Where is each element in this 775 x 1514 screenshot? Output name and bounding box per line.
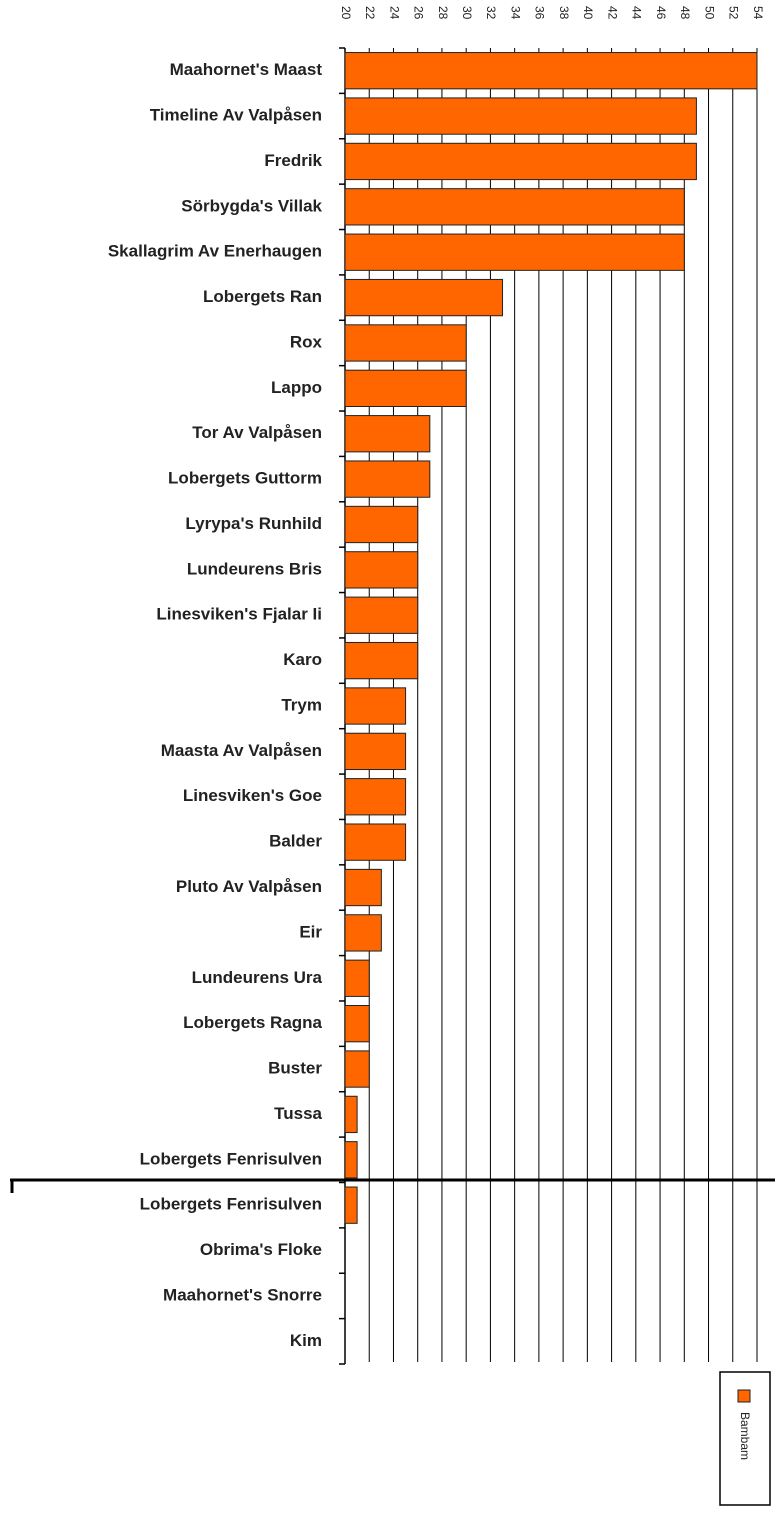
- y-tick-label: Lundeurens Bris: [187, 559, 322, 578]
- x-tick-label: 20: [339, 6, 353, 20]
- y-tick-label: Pluto Av Valpåsen: [176, 877, 322, 896]
- bar: [344, 52, 758, 90]
- bar: [344, 959, 370, 997]
- y-tick-label: Fredrik: [264, 151, 322, 170]
- bar: [344, 1005, 370, 1043]
- y-tick-label: Balder: [269, 832, 322, 851]
- bar: [344, 97, 697, 135]
- bar: [344, 1050, 370, 1088]
- bar: [344, 778, 407, 816]
- y-tick-label: Linesviken's Goe: [183, 786, 322, 805]
- bar: [344, 868, 382, 907]
- y-tick-label: Lyrypa's Runhild: [185, 514, 322, 533]
- x-tick-label: 42: [605, 6, 619, 20]
- bar: [344, 369, 467, 407]
- bar: [344, 641, 419, 680]
- y-tick-label: Lappo: [271, 378, 322, 397]
- y-tick-label: Trym: [281, 695, 322, 714]
- y-tick-label: Sörbygda's Villak: [181, 196, 322, 215]
- bar: [344, 505, 419, 544]
- x-tick-label: 44: [630, 6, 644, 20]
- y-tick-label: Eir: [299, 922, 322, 941]
- y-tick-label: Obrima's Floke: [200, 1240, 322, 1259]
- bar: [344, 324, 467, 362]
- bar: [344, 823, 407, 861]
- x-tick-label: 22: [363, 6, 377, 20]
- bar: [344, 687, 407, 725]
- y-tick-label: Lobergets Ragna: [183, 1013, 322, 1032]
- x-tick-label: 26: [412, 6, 426, 20]
- x-tick-label: 38: [557, 6, 571, 20]
- bar: [344, 278, 504, 317]
- bar: [344, 142, 697, 181]
- x-tick-label: 30: [460, 6, 474, 20]
- bar: [344, 233, 685, 271]
- y-tick-label: Timeline Av Valpåsen: [150, 106, 322, 125]
- y-tick-label: Lundeurens Ura: [192, 968, 323, 987]
- y-tick-label: Linesviken's Fjalar Ii: [156, 605, 322, 624]
- x-tick-label: 24: [387, 6, 401, 20]
- x-tick-label: 40: [581, 6, 595, 20]
- bar: [344, 188, 685, 226]
- bar: [344, 1186, 358, 1224]
- y-tick-label: Rox: [290, 332, 323, 351]
- legend-swatch: [737, 1389, 751, 1403]
- y-tick-label: Maahornet's Snorre: [163, 1285, 322, 1304]
- y-tick-label: Tussa: [274, 1104, 322, 1123]
- bar: [344, 460, 431, 498]
- x-tick-label: 50: [702, 6, 716, 20]
- y-tick-label: Skallagrim Av Enerhaugen: [108, 242, 322, 261]
- x-tick-label: 52: [727, 6, 741, 20]
- x-tick-label: 28: [436, 6, 450, 20]
- bar: [344, 1095, 358, 1134]
- y-tick-label: Tor Av Valpåsen: [192, 423, 322, 442]
- bar: [344, 914, 382, 952]
- x-tick-label: 32: [484, 6, 498, 20]
- x-tick-label: 48: [678, 6, 692, 20]
- x-tick-label: 34: [508, 6, 522, 20]
- y-tick-label: Kim: [290, 1331, 322, 1350]
- x-tick-label: 54: [751, 6, 765, 20]
- y-tick-label: Karo: [283, 650, 322, 669]
- y-tick-label: Maasta Av Valpåsen: [161, 741, 322, 760]
- bar: [344, 415, 431, 453]
- legend-label: Bambam: [738, 1412, 752, 1460]
- x-tick-label: 36: [533, 6, 547, 20]
- bar: [344, 596, 419, 634]
- y-tick-label: Lobergets Fenrisulven: [140, 1149, 322, 1168]
- y-tick-label: Lobergets Fenrisulven: [140, 1195, 322, 1214]
- x-tick-label: 46: [654, 6, 668, 20]
- y-tick-label: Lobergets Guttorm: [168, 469, 322, 488]
- bar: [344, 732, 407, 771]
- y-tick-label: Lobergets Ran: [203, 287, 322, 306]
- y-tick-label: Maahornet's Maast: [170, 60, 323, 79]
- bar: [344, 1141, 358, 1179]
- y-tick-label: Buster: [268, 1059, 322, 1078]
- bar: [344, 551, 419, 589]
